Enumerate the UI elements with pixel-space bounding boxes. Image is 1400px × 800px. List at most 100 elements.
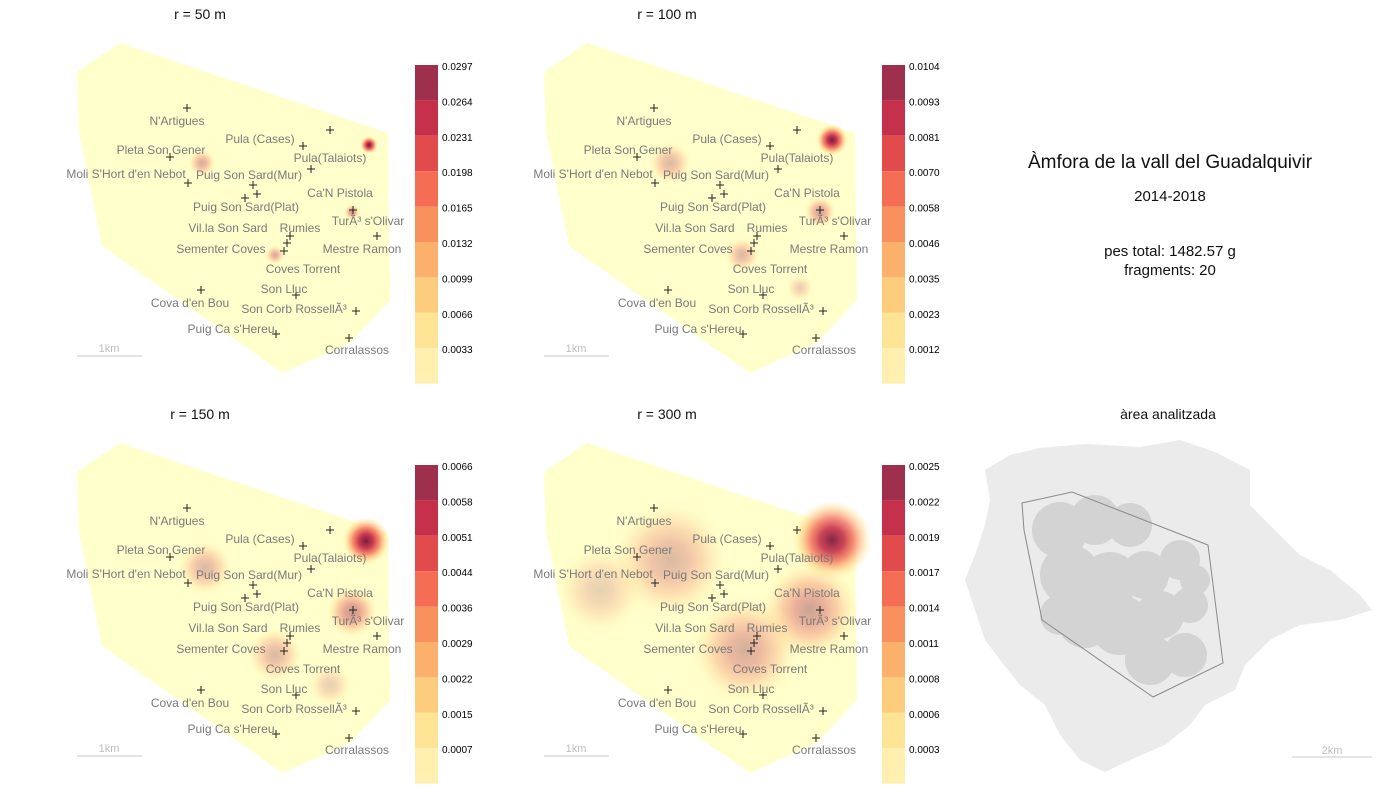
site-marker (253, 190, 261, 198)
site-label: Coves Torrent (266, 262, 341, 276)
site-label: Son Corb RossellÃ³ (241, 702, 346, 716)
site-marker (739, 730, 747, 738)
legend-r150: 0.0066 0.0058 0.0051 0.0044 0.0036 0.0029 0.00… (415, 462, 473, 784)
legend-swatch (415, 712, 438, 749)
legend-swatch (882, 535, 905, 572)
site-marker (283, 239, 291, 247)
site-marker (739, 330, 747, 338)
site-label: Ca'N Pistola (307, 586, 373, 600)
map-r150: N'Artigues Pleta Son Gener Moli S'Hort d'e… (66, 443, 473, 784)
site-marker (840, 632, 848, 640)
density-hotspot (724, 237, 760, 273)
site-marker (664, 286, 672, 294)
legend-swatch (882, 642, 905, 678)
site-marker (241, 194, 249, 202)
legend-swatch (882, 465, 905, 501)
legend-swatch (882, 677, 905, 713)
site-label: Ca'N Pistola (307, 186, 373, 200)
legend-swatch (882, 171, 905, 207)
site-marker (184, 579, 192, 587)
site-label: Rumies (280, 621, 321, 635)
legend-value: 0.0070 (909, 168, 940, 179)
legend-swatch (882, 712, 905, 749)
legend-value: 0.0081 (909, 133, 940, 144)
site-marker (183, 104, 191, 112)
site-marker (292, 291, 300, 299)
site-label: Moli S'Hort d'en Nebot (533, 567, 653, 581)
site-marker (299, 142, 307, 150)
site-marker (352, 707, 360, 715)
site-label: Son Corb RossellÃ³ (241, 302, 346, 316)
site-label: Coves Torrent (266, 662, 341, 676)
site-marker (633, 153, 641, 161)
site-marker (759, 691, 767, 699)
site-marker (708, 194, 716, 202)
legend-swatch (882, 100, 905, 136)
legend-value: 0.0198 (442, 168, 473, 179)
area-map-title: àrea analitzada (1120, 406, 1216, 422)
legend-value: 0.0297 (442, 62, 473, 73)
surveyed-area (1172, 587, 1208, 623)
site-label: Rumies (747, 221, 788, 235)
legend-swatch (882, 206, 905, 242)
site-marker (840, 232, 848, 240)
site-marker (793, 126, 801, 134)
site-marker (747, 647, 755, 655)
kde-panel-r50: r = 50 m (0, 0, 466, 400)
legend-swatch (415, 65, 438, 101)
site-marker (166, 553, 174, 561)
site-label: Cova d'en Bou (151, 296, 229, 310)
site-marker (345, 334, 353, 342)
site-marker (326, 526, 334, 534)
site-label: Moli S'Hort d'en Nebot (66, 567, 186, 581)
site-label: N'Artigues (617, 114, 672, 128)
site-marker (816, 606, 824, 614)
site-marker (812, 734, 820, 742)
legend-swatch (882, 135, 905, 172)
site-marker (197, 286, 205, 294)
legend-r100: 0.0104 0.0093 0.0081 0.0070 0.0058 0.0046 0.00… (882, 62, 940, 384)
density-hotspot (690, 595, 800, 705)
site-label: Son Corb RossellÃ³ (708, 702, 813, 716)
site-label: Vil.la Son Sard (655, 621, 734, 635)
legend-swatch (415, 242, 438, 278)
legend-swatch (415, 206, 438, 242)
site-label: Sementer Coves (643, 242, 732, 256)
density-hotspot (326, 586, 378, 638)
legend-value: 0.0051 (442, 533, 473, 544)
legend-value: 0.0012 (909, 345, 940, 356)
site-marker (166, 153, 174, 161)
site-label: Vil.la Son Sard (188, 621, 267, 635)
density-hotspot (308, 663, 352, 707)
site-marker (716, 581, 724, 589)
site-marker (774, 165, 782, 173)
density-hotspot (792, 500, 872, 580)
density-hotspot (555, 545, 645, 635)
site-marker (183, 504, 191, 512)
site-marker (349, 206, 357, 214)
legend-swatch (415, 748, 438, 784)
legend-value: 0.0019 (909, 533, 940, 544)
scale-label: 1km (99, 343, 120, 355)
legend-value: 0.0044 (442, 568, 473, 579)
density-hotspot (188, 149, 216, 177)
legend-swatch (882, 606, 905, 642)
study-region (77, 43, 390, 373)
legend-swatch (415, 135, 438, 172)
surveyed-area (1108, 503, 1152, 547)
panel-title-r100: r = 100 m (637, 6, 697, 22)
site-marker (816, 206, 824, 214)
site-label: N'Artigues (150, 514, 205, 528)
area-map: 2km (965, 440, 1372, 772)
density-hotspot (816, 124, 848, 156)
legend-swatch (882, 65, 905, 101)
legend-value: 0.0264 (442, 97, 473, 108)
site-label: Coves Torrent (733, 662, 808, 676)
site-label: Puig Son Sard(Plat) (193, 200, 299, 214)
site-marker (651, 179, 659, 187)
surveyed-area (1180, 565, 1210, 595)
legend-value: 0.0036 (442, 604, 473, 615)
site-label: Puig Son Sard(Plat) (660, 600, 766, 614)
site-label: Pula(Talaiots) (294, 551, 367, 565)
site-marker (299, 542, 307, 550)
